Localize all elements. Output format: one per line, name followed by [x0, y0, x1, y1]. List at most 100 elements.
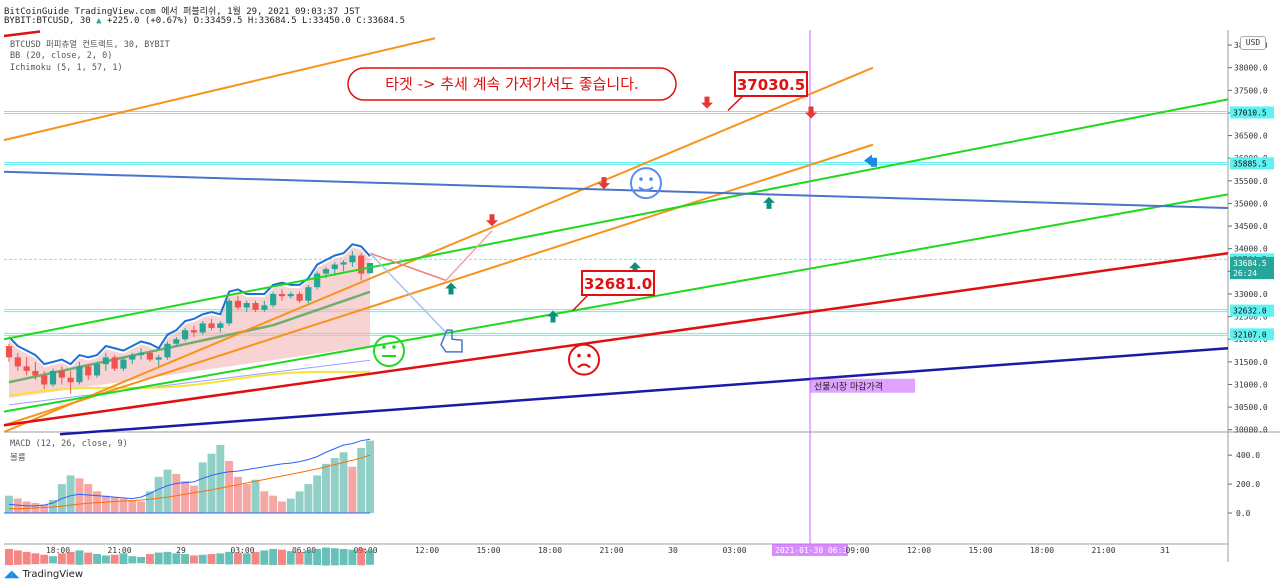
macd-histogram-bar: [119, 498, 128, 514]
candle-down: [32, 370, 39, 376]
volume-bar: [357, 548, 366, 566]
volume-bar: [295, 551, 304, 565]
candle-down: [111, 357, 118, 369]
volume-bar: [322, 547, 330, 566]
x-tick-label: 30: [668, 546, 678, 555]
candle-up: [164, 343, 171, 358]
volume-bar: [181, 554, 190, 564]
x-tick-label: 03:00: [722, 546, 746, 555]
macd-histogram-bar: [154, 476, 163, 514]
legend-symbol[interactable]: BTCUSD 퍼피츄얼 컨트랙트, 30, BYBIT: [10, 40, 170, 50]
macd-histogram-bar: [286, 498, 295, 514]
volume-bar: [40, 554, 49, 564]
candle-up: [322, 269, 330, 274]
candle-down: [41, 375, 48, 385]
volume-bar: [277, 549, 286, 565]
y-tick-label: 30000.0: [1234, 426, 1268, 435]
macd-histogram-bar: [348, 466, 357, 514]
down-arrow-icon: [598, 177, 610, 190]
left-arrow-icon: [864, 154, 872, 167]
neutral-face-icon-eye: [382, 345, 386, 349]
sad-face-icon: [568, 343, 600, 376]
down-arrow-icon: [805, 106, 817, 119]
bb-lower-line: [8, 359, 371, 406]
x-tick-label: 12:00: [415, 546, 439, 555]
candle-up: [314, 273, 321, 288]
macd-histogram-bar: [13, 498, 22, 514]
volume-bar: [189, 555, 198, 564]
macd-histogram-bar: [40, 504, 49, 514]
candle-up: [199, 323, 206, 333]
legend-volume[interactable]: 볼륨: [10, 453, 26, 463]
target-high-box: [734, 71, 808, 97]
smiley-face-icon: [630, 167, 662, 200]
macd-histogram-bar: [84, 484, 93, 514]
x-tick-label: 18:00: [1030, 546, 1054, 555]
green-channel-mid: [3, 193, 1229, 413]
candle-down: [358, 255, 365, 274]
macd-histogram-bar: [181, 481, 190, 514]
down-arrow-icon: [486, 214, 498, 227]
candle-up: [182, 330, 189, 340]
closing-note-label: 선물시장 마감가격: [814, 381, 883, 393]
smiley-face-icon-eye: [639, 177, 643, 181]
legend-bb[interactable]: BB (20, close, 2, 0): [10, 51, 113, 61]
ohlc-row: BYBIT:BTCUSD, 30 ▲ +225.0 (+0.67%) O:334…: [4, 16, 405, 26]
volume-bar: [198, 554, 207, 564]
legend-macd[interactable]: MACD (12, 26, close, 9): [10, 439, 128, 449]
macd-histogram-bar: [172, 473, 181, 514]
volume-bar: [119, 553, 128, 565]
volume-bar: [260, 550, 269, 565]
macd-histogram-bar: [163, 469, 172, 514]
macd-histogram-bar: [225, 460, 234, 514]
x-tick-label: 15:00: [476, 546, 500, 555]
sad-face-icon-eye: [587, 353, 591, 358]
legend-ichimoku[interactable]: Ichimoku (5, 1, 57, 1): [10, 63, 123, 73]
y-tick-label: 38000.0: [1234, 64, 1268, 73]
price-axis-label-bg: [1230, 304, 1274, 317]
volume-bar: [128, 556, 137, 564]
candle-up: [287, 293, 294, 297]
candle-down: [14, 357, 21, 367]
volume-bar: [110, 554, 119, 564]
red-support-line: [3, 251, 1229, 427]
orange-channel-low: [3, 143, 874, 427]
macd-histogram-bar: [137, 501, 146, 514]
macd-histogram-bar: [242, 484, 251, 514]
price-axis-label-bg: [1230, 106, 1274, 119]
macd-histogram-bar: [269, 495, 278, 514]
macd-histogram-bar: [277, 501, 286, 514]
y-tick-label: 31000.0: [1234, 380, 1268, 389]
price-axis-label: 33684.5: [1233, 259, 1267, 268]
projection-path-up: [445, 230, 493, 281]
macd-histogram-bar: [233, 476, 242, 514]
closing-note-bg: [810, 378, 915, 393]
volume-bar: [5, 548, 13, 566]
candle-down: [234, 300, 242, 308]
volume-bar: [154, 552, 163, 565]
candle-up: [120, 359, 127, 369]
ichimoku-cloud: [9, 247, 370, 399]
volume-bar: [137, 556, 146, 564]
macd-tick-label: 200.0: [1236, 480, 1260, 489]
y-tick-label: 33000.0: [1234, 290, 1268, 299]
candle-down: [296, 293, 303, 301]
macd-histogram-bar: [313, 475, 322, 514]
smiley-face-icon-mouth: [638, 186, 654, 192]
y-tick-label: 34500.0: [1234, 222, 1268, 231]
ohlc-values: O:33459.5 H:33684.5 L:33450.0 C:33684.5: [193, 16, 405, 26]
macd-histogram-bar: [251, 479, 260, 514]
price-axis-label: 37010.5: [1233, 108, 1267, 117]
price-axis-label: 26:24: [1233, 269, 1257, 278]
volume-bar: [339, 548, 348, 566]
navy-support-line: [59, 347, 1229, 436]
y-tick-label: 31500.0: [1234, 358, 1268, 367]
brand-label: TradingView: [22, 569, 83, 580]
macd-histogram-bar: [216, 445, 225, 514]
macd-histogram-bar: [339, 452, 348, 514]
volume-bar: [366, 550, 374, 565]
candle-up: [102, 357, 109, 365]
up-arrow-icon: ▲: [96, 16, 102, 26]
currency-button[interactable]: USD: [1240, 36, 1266, 50]
